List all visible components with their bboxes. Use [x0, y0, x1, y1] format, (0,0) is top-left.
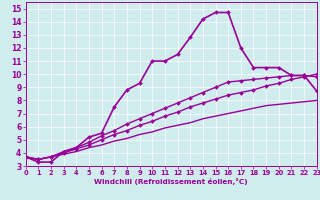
X-axis label: Windchill (Refroidissement éolien,°C): Windchill (Refroidissement éolien,°C): [94, 178, 248, 185]
